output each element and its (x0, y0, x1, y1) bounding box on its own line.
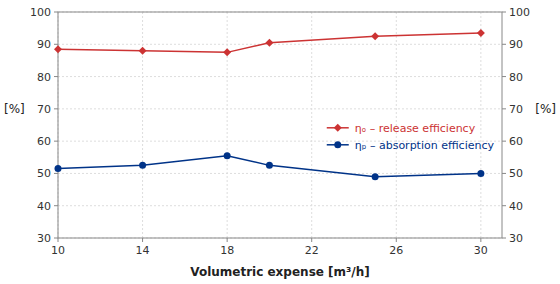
data-point (477, 29, 485, 37)
y-tick (54, 173, 58, 174)
y-tick (54, 205, 58, 206)
y-grid-line (58, 205, 502, 206)
legend-swatch-marker (334, 141, 341, 148)
y2-tick-label: 30 (509, 232, 523, 245)
x-tick-label: 30 (474, 244, 488, 257)
y2-tick (502, 238, 506, 239)
data-point (139, 162, 146, 169)
x-tick-label: 18 (220, 244, 234, 257)
y2-tick-label: 40 (509, 200, 523, 213)
x-tick (396, 238, 397, 242)
data-point (265, 39, 273, 47)
data-point (372, 173, 379, 180)
x-tick (58, 238, 59, 242)
data-point (266, 162, 273, 169)
y2-tick-label: 100 (509, 6, 530, 19)
x-grid-line (227, 12, 228, 238)
y-tick (54, 44, 58, 45)
y-tick (54, 238, 58, 239)
y-grid-line (58, 173, 502, 174)
x-tick (142, 238, 143, 242)
y2-tick-label: 80 (509, 71, 523, 84)
x-grid-line (142, 12, 143, 238)
y2-tick (502, 205, 506, 206)
y-tick (54, 141, 58, 142)
y-tick-label: 40 (37, 200, 51, 213)
y2-tick (502, 12, 506, 13)
x-tick-label: 10 (51, 244, 65, 257)
series-line (58, 156, 481, 177)
data-point (224, 152, 231, 159)
y-tick-label: 80 (37, 71, 51, 84)
lines (58, 33, 481, 177)
x-tick-label: 14 (136, 244, 150, 257)
x-tick (227, 238, 228, 242)
y-tick-label: 60 (37, 135, 51, 148)
y2-tick (502, 44, 506, 45)
data-point (477, 170, 484, 177)
y2-tick (502, 76, 506, 77)
y2-axis-label: [%] (535, 102, 556, 116)
y-tick-label: 30 (37, 232, 51, 245)
grid (58, 12, 502, 238)
y-tick-label: 100 (30, 6, 51, 19)
legend: ηₒ – release efficiency ηₚ – absorption e… (327, 122, 495, 152)
axes: 10 14 18 22 26 30 30 40 50 60 70 80 90 100 30 40 50 60 70 8… (30, 6, 530, 257)
series-line (58, 33, 481, 52)
data-point (139, 47, 147, 55)
x-axis-label: Volumetric expense [m³/h] (190, 265, 370, 279)
data-point (54, 45, 62, 53)
markers (54, 29, 485, 180)
plot-frame (58, 12, 502, 238)
y-tick-label: 50 (37, 167, 51, 180)
y-grid-line (58, 76, 502, 77)
y-grid-line (58, 108, 502, 109)
x-grid-line (480, 12, 481, 238)
y2-tick (502, 173, 506, 174)
y-tick (54, 12, 58, 13)
y2-tick-label: 90 (509, 38, 523, 51)
legend-label: ηₚ – absorption efficiency (355, 139, 495, 152)
y2-tick-label: 50 (509, 167, 523, 180)
y-tick (54, 76, 58, 77)
x-grid-line (311, 12, 312, 238)
y-grid-line (58, 44, 502, 45)
y-tick-label: 90 (37, 38, 51, 51)
x-tick (311, 238, 312, 242)
x-tick (480, 238, 481, 242)
legend-label: ηₒ – release efficiency (355, 122, 476, 135)
y-tick-label: 70 (37, 103, 51, 116)
y-tick (54, 108, 58, 109)
chart: 10 14 18 22 26 30 30 40 50 60 70 80 90 100 30 40 50 60 70 8… (0, 0, 560, 284)
x-tick-label: 22 (305, 244, 319, 257)
y2-tick (502, 108, 506, 109)
data-point (223, 48, 231, 56)
y2-tick-label: 70 (509, 103, 523, 116)
data-point (55, 165, 62, 172)
y2-tick-label: 60 (509, 135, 523, 148)
y2-tick (502, 141, 506, 142)
y-axis-label: [%] (4, 102, 25, 116)
x-tick-label: 26 (389, 244, 403, 257)
legend-swatch-marker (334, 124, 342, 132)
data-point (371, 32, 379, 40)
